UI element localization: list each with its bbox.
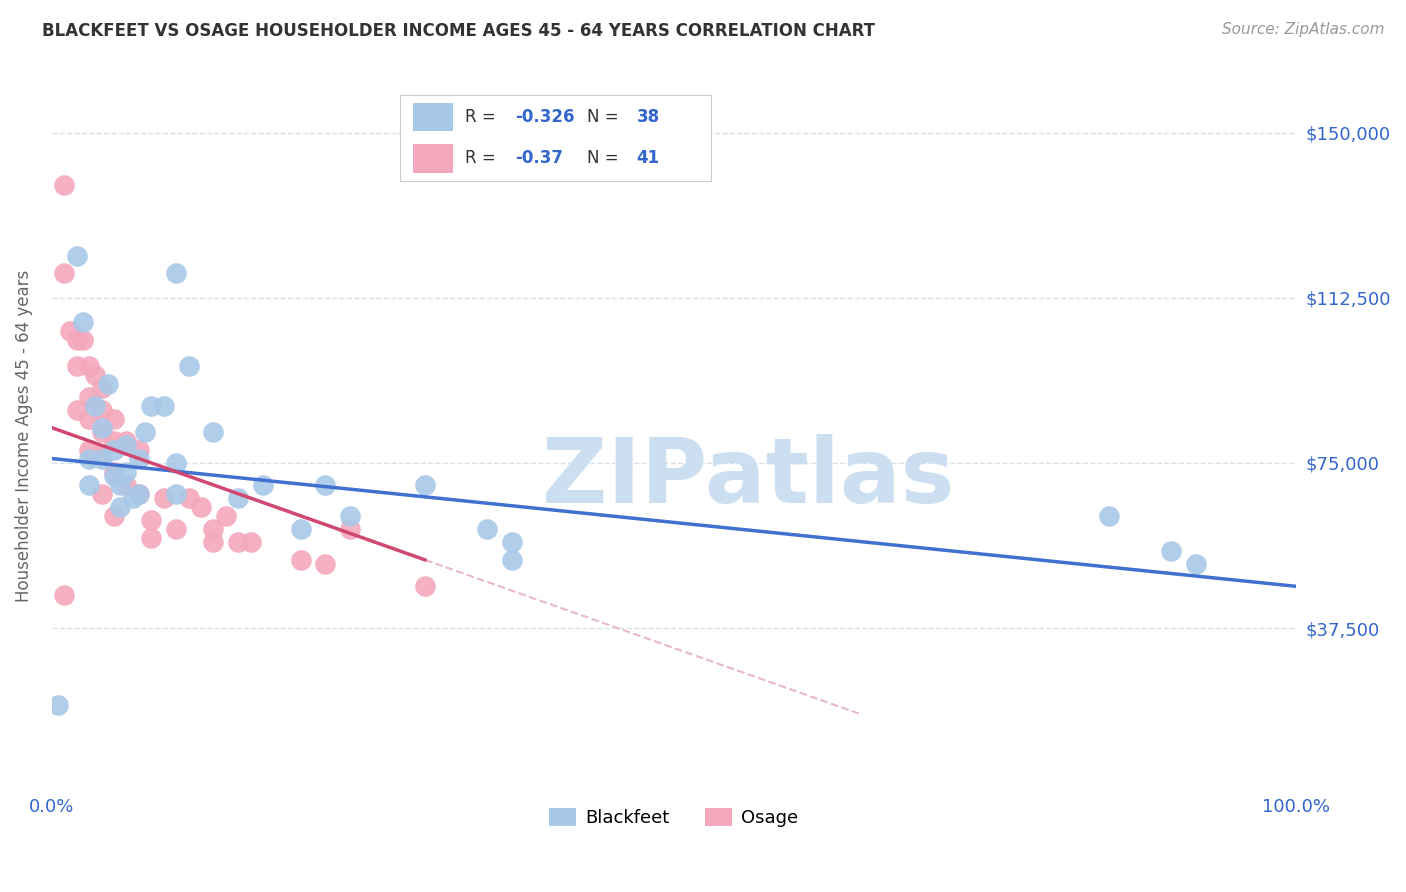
Point [72,333,94,347]
Point [141,531,163,545]
Point [501,535,523,549]
Point [141,513,163,527]
Point [77,442,100,457]
Point [1098,508,1121,523]
Legend: Blackfeet, Osage: Blackfeet, Osage [541,801,806,834]
Point [108,500,131,514]
Point [108,478,131,492]
Point [128,487,150,501]
Y-axis label: Householder Income Ages 45 - 64 years: Householder Income Ages 45 - 64 years [15,269,32,601]
Point [239,535,262,549]
Point [90,425,112,439]
Point [84,399,107,413]
Point [53,178,76,193]
Point [53,588,76,602]
Text: Source: ZipAtlas.com: Source: ZipAtlas.com [1222,22,1385,37]
Point [152,399,174,413]
Point [202,425,225,439]
Point [77,478,100,492]
Point [84,368,107,382]
Point [314,478,336,492]
Point [413,478,436,492]
Point [115,478,138,492]
Point [228,491,250,505]
Point [128,451,150,466]
Point [165,522,187,536]
Point [134,425,156,439]
Point [46,698,69,713]
Point [339,522,361,536]
Text: ZIPatlas: ZIPatlas [543,434,955,523]
Point [77,390,100,404]
Point [90,420,112,434]
Point [90,451,112,466]
Point [66,249,89,263]
Point [103,442,125,457]
Point [314,558,336,572]
Point [53,267,76,281]
Point [103,434,125,448]
Point [141,399,163,413]
Point [290,522,312,536]
Point [165,487,187,501]
Point [103,412,125,426]
Point [128,442,150,457]
Point [66,403,89,417]
Point [413,579,436,593]
Point [475,522,498,536]
Point [115,465,138,479]
Point [90,447,112,461]
Point [103,508,125,523]
Point [115,438,138,452]
Point [190,500,212,514]
Point [215,508,238,523]
Point [103,469,125,483]
Point [121,491,143,505]
Point [72,315,94,329]
Point [177,491,200,505]
Point [202,535,225,549]
Point [77,451,100,466]
Point [177,359,200,373]
Point [202,522,225,536]
Point [339,508,361,523]
Point [1185,558,1208,572]
Point [77,412,100,426]
Point [128,487,150,501]
Point [90,381,112,395]
Point [115,434,138,448]
Point [228,535,250,549]
Point [90,487,112,501]
Point [165,267,187,281]
Point [97,376,120,391]
Point [66,333,89,347]
Point [290,553,312,567]
Point [501,553,523,567]
Point [1160,544,1182,558]
Point [165,456,187,470]
Point [90,403,112,417]
Point [66,359,89,373]
Point [252,478,274,492]
Point [77,359,100,373]
Text: BLACKFEET VS OSAGE HOUSEHOLDER INCOME AGES 45 - 64 YEARS CORRELATION CHART: BLACKFEET VS OSAGE HOUSEHOLDER INCOME AG… [42,22,875,40]
Point [103,465,125,479]
Point [59,324,82,338]
Point [152,491,174,505]
